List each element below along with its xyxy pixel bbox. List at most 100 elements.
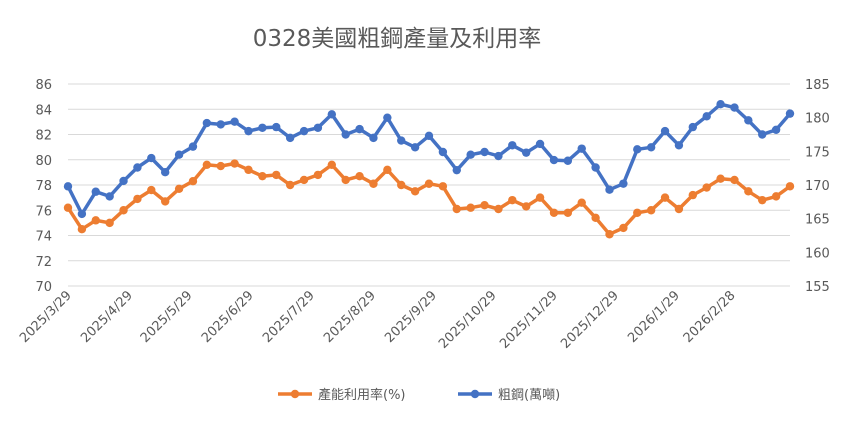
data-point	[758, 195, 767, 205]
data-point	[410, 187, 420, 196]
data-point	[383, 113, 392, 122]
data-point	[577, 198, 586, 207]
x-tick-label: 2025/9/29	[382, 288, 440, 346]
data-point	[549, 208, 559, 217]
x-tick-label: 2025/7/29	[260, 288, 318, 346]
series-crude-steel	[63, 100, 795, 219]
data-point	[355, 171, 364, 181]
x-tick-label: 2025/8/29	[321, 288, 379, 346]
data-point	[633, 145, 642, 154]
data-point	[160, 197, 170, 206]
data-point	[480, 201, 489, 210]
data-point	[452, 165, 461, 175]
data-point	[397, 136, 406, 145]
right-tick-label: 175	[805, 145, 830, 160]
data-point	[535, 193, 545, 202]
x-tick-label: 2025/12/29	[558, 288, 622, 352]
x-tick-label: 2025/10/29	[436, 288, 500, 352]
chart-title: 0328美國粗鋼產量及利用率	[253, 26, 542, 52]
data-point	[521, 202, 531, 211]
data-point	[244, 126, 253, 136]
data-point	[619, 223, 628, 233]
left-tick-label: 72	[35, 255, 52, 270]
data-point	[258, 171, 267, 181]
data-point	[341, 175, 350, 185]
data-point	[147, 153, 156, 163]
data-point	[424, 131, 434, 141]
data-point	[244, 165, 253, 175]
data-point	[605, 185, 614, 194]
right-tick-label: 155	[805, 280, 830, 295]
data-point	[105, 192, 114, 201]
data-point	[313, 123, 323, 132]
data-point	[77, 224, 87, 234]
data-point	[174, 150, 184, 159]
data-point	[563, 156, 573, 165]
data-point	[466, 150, 475, 159]
data-point	[480, 147, 489, 157]
data-point	[716, 100, 725, 109]
right-tick-label: 165	[805, 213, 830, 228]
left-tick-label: 70	[35, 280, 52, 295]
left-tick-label: 78	[35, 179, 52, 194]
x-axis-ticks: 2025/3/29 2025/4/29 2025/5/29 2025/6/29 2025…	[17, 288, 738, 352]
x-tick-label: 2025/4/29	[78, 288, 136, 346]
series-line	[66, 161, 792, 236]
data-point	[188, 177, 198, 186]
data-point	[369, 179, 378, 188]
data-point	[438, 147, 448, 157]
data-point	[785, 182, 795, 191]
left-tick-label: 82	[35, 129, 52, 144]
data-point	[230, 159, 239, 168]
data-point	[105, 218, 114, 228]
legend-item-crude-steel: 粗鋼(萬噸)	[458, 388, 560, 403]
left-tick-label: 84	[35, 103, 52, 118]
data-point	[299, 175, 309, 185]
data-point	[494, 204, 503, 214]
data-point	[744, 116, 753, 125]
x-tick-label: 2025/6/29	[199, 288, 257, 346]
data-point	[660, 193, 670, 202]
data-point	[452, 204, 461, 214]
data-point	[633, 208, 642, 217]
data-point	[619, 179, 628, 188]
right-tick-label: 170	[805, 179, 830, 194]
data-point	[660, 126, 670, 136]
data-point	[133, 194, 142, 204]
data-point	[285, 133, 295, 143]
x-tick-label: 2025/5/29	[138, 288, 196, 346]
data-point	[202, 160, 212, 169]
data-point	[758, 130, 767, 139]
legend-item-utilization: 產能利用率(%)	[278, 387, 406, 403]
data-point	[535, 139, 545, 149]
data-point	[341, 130, 350, 139]
data-point	[327, 110, 337, 119]
x-tick-label: 2025/3/29	[17, 288, 75, 346]
data-point	[216, 120, 225, 129]
data-point	[119, 176, 128, 186]
data-point	[410, 143, 420, 152]
data-point	[771, 192, 781, 201]
data-point	[355, 124, 364, 134]
data-point	[119, 206, 128, 215]
legend-label: 粗鋼(萬噸)	[498, 388, 560, 403]
series-lines	[63, 100, 795, 239]
data-point	[63, 203, 73, 212]
data-point	[702, 112, 711, 121]
data-point	[605, 230, 614, 239]
data-point	[549, 155, 559, 165]
data-point	[730, 103, 739, 112]
data-point	[494, 151, 503, 161]
data-point	[646, 206, 656, 215]
data-point	[174, 184, 184, 193]
right-tick-label: 185	[805, 78, 830, 93]
right-tick-label: 160	[805, 246, 830, 261]
data-point	[285, 180, 295, 190]
data-point	[646, 143, 656, 152]
legend-marker	[290, 389, 300, 399]
data-point	[147, 185, 156, 195]
legend-marker	[470, 389, 480, 399]
data-point	[77, 209, 87, 219]
data-point	[272, 170, 281, 180]
